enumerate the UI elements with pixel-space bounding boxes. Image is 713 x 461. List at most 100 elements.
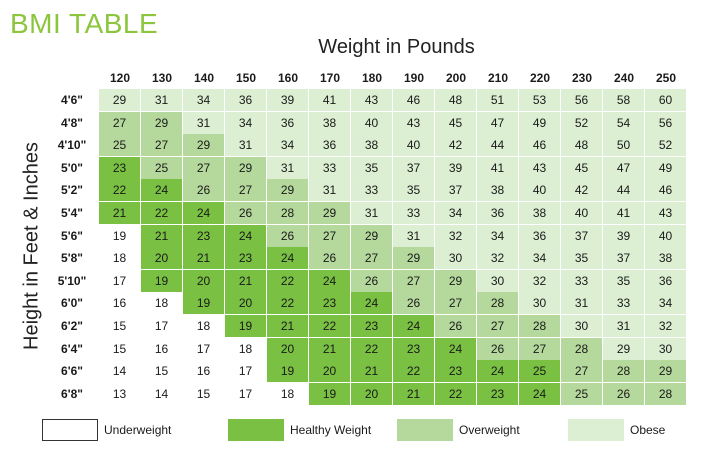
bmi-cell: 30 [519, 292, 561, 316]
bmi-cell: 37 [603, 247, 645, 271]
bmi-cell: 31 [141, 89, 183, 112]
bmi-cell: 47 [603, 156, 645, 180]
bmi-cell: 27 [435, 292, 477, 316]
row-header: 6'0" [61, 296, 83, 311]
bmi-cell: 35 [393, 179, 435, 203]
bmi-cell: 25 [99, 134, 141, 158]
bmi-cell: 54 [603, 111, 645, 135]
bmi-cell: 19 [141, 269, 183, 293]
bmi-cell: 31 [393, 224, 435, 248]
bmi-cell: 14 [99, 360, 141, 384]
bmi-cell: 19 [309, 382, 351, 406]
bmi-cell: 52 [645, 134, 687, 158]
bmi-cell: 40 [393, 134, 435, 158]
row-header: 5'0" [61, 160, 83, 175]
bmi-cell: 24 [477, 360, 519, 384]
bmi-cell: 19 [267, 360, 309, 384]
column-header-150: 150 [235, 71, 257, 85]
bmi-cell: 21 [183, 247, 225, 271]
bmi-cell: 32 [435, 224, 477, 248]
row-header: 4'10" [57, 138, 87, 153]
bmi-cell: 34 [435, 202, 477, 225]
y-axis-label: Height in Feet & Inches [20, 142, 43, 350]
bmi-cell: 22 [99, 179, 141, 203]
bmi-cell: 46 [393, 89, 435, 112]
bmi-cell: 44 [603, 179, 645, 203]
bmi-cell: 33 [351, 179, 393, 203]
bmi-cell: 28 [519, 315, 561, 338]
bmi-cell: 26 [393, 292, 435, 316]
bmi-cell: 15 [141, 360, 183, 384]
bmi-cell: 23 [477, 382, 519, 406]
bmi-cell: 35 [603, 269, 645, 293]
bmi-cell: 16 [141, 337, 183, 361]
bmi-cell: 31 [603, 315, 645, 338]
bmi-cell: 36 [267, 111, 309, 135]
bmi-cell: 47 [477, 111, 519, 135]
bmi-cell: 27 [561, 360, 603, 384]
bmi-cell: 29 [351, 224, 393, 248]
column-header-250: 250 [655, 71, 677, 85]
column-header-200: 200 [445, 71, 467, 85]
bmi-cell: 38 [351, 134, 393, 158]
bmi-cell: 15 [183, 382, 225, 406]
bmi-cell: 18 [183, 315, 225, 338]
bmi-cell: 30 [477, 269, 519, 293]
bmi-cell: 24 [435, 337, 477, 361]
bmi-cell: 23 [309, 292, 351, 316]
bmi-cell: 56 [645, 111, 687, 135]
column-header-140: 140 [193, 71, 215, 85]
bmi-cell: 20 [351, 382, 393, 406]
bmi-cell: 36 [645, 269, 687, 293]
row-header: 6'2" [61, 319, 83, 333]
row-header: 5'6" [61, 228, 83, 243]
bmi-cell: 16 [183, 360, 225, 384]
bmi-cell: 20 [267, 337, 309, 361]
column-header-160: 160 [277, 71, 299, 85]
bmi-cell: 40 [519, 179, 561, 203]
bmi-cell: 29 [435, 269, 477, 293]
bmi-cell: 24 [351, 292, 393, 316]
column-header-190: 190 [403, 71, 425, 85]
bmi-cell: 22 [309, 315, 351, 338]
bmi-cell: 40 [351, 111, 393, 135]
bmi-cell: 23 [183, 224, 225, 248]
column-header-230: 230 [571, 71, 593, 85]
bmi-cell: 22 [267, 269, 309, 293]
bmi-cell: 28 [561, 337, 603, 361]
bmi-cell: 21 [267, 315, 309, 338]
row-header: 6'6" [61, 364, 83, 379]
bmi-cell: 45 [561, 156, 603, 180]
column-header-130: 130 [151, 71, 173, 85]
bmi-cell: 18 [225, 337, 267, 361]
bmi-cell: 31 [351, 202, 393, 225]
bmi-cell: 26 [351, 269, 393, 293]
bmi-cell: 29 [309, 202, 351, 225]
bmi-cell: 29 [393, 247, 435, 271]
bmi-cell: 27 [225, 179, 267, 203]
bmi-cell: 49 [519, 111, 561, 135]
bmi-cell: 31 [225, 134, 267, 158]
bmi-cell: 20 [183, 269, 225, 293]
bmi-cell: 26 [435, 315, 477, 338]
bmi-cell: 36 [225, 89, 267, 112]
bmi-cell: 26 [603, 382, 645, 406]
bmi-cell: 60 [645, 89, 687, 112]
bmi-cell: 37 [435, 179, 477, 203]
bmi-cell: 24 [267, 247, 309, 271]
bmi-cell: 42 [435, 134, 477, 158]
bmi-cell: 38 [519, 202, 561, 225]
bmi-cell: 22 [393, 360, 435, 384]
bmi-cell: 20 [309, 360, 351, 384]
bmi-cell: 27 [99, 111, 141, 135]
bmi-cell: 27 [309, 224, 351, 248]
bmi-cell: 26 [309, 247, 351, 271]
bmi-cell: 24 [183, 202, 225, 225]
bmi-cell: 50 [603, 134, 645, 158]
page-title: BMI TABLE [10, 8, 159, 39]
bmi-cell: 26 [477, 337, 519, 361]
bmi-cell: 34 [477, 224, 519, 248]
bmi-cell: 19 [183, 292, 225, 316]
bmi-cell: 29 [225, 156, 267, 180]
legend-label-overweight: Overweight [459, 423, 520, 437]
